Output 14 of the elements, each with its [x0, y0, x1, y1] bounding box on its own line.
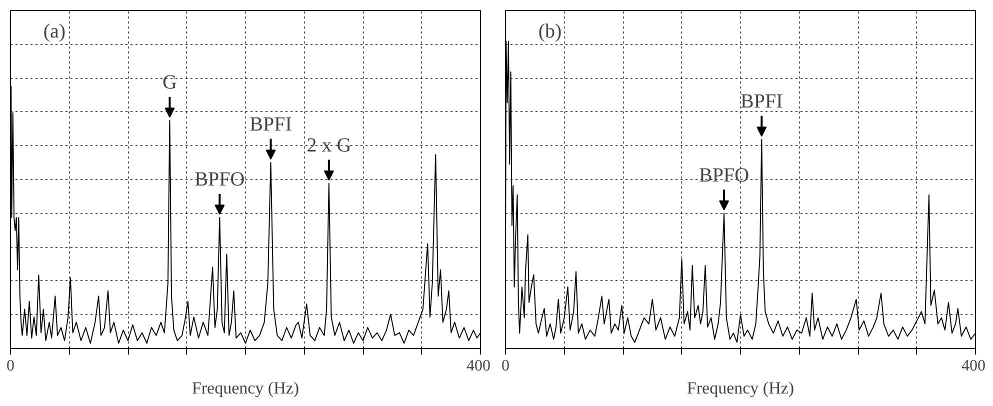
annotation: BPFO: [194, 168, 245, 190]
annotation: BPFI: [250, 113, 292, 136]
x-tick-label: 0: [502, 358, 510, 374]
annotation: 2 x G: [306, 134, 352, 156]
annotation: (b): [538, 20, 562, 43]
text: (a): [43, 20, 66, 43]
x-tick-label: 400: [466, 358, 490, 374]
x-axis-title: Frequency (Hz): [686, 378, 794, 398]
x-tick-label: 0: [6, 358, 14, 374]
annotation: G: [162, 72, 177, 94]
x-tick-label: 400: [962, 358, 986, 374]
annotation: BPFO: [699, 164, 750, 186]
x-axis-title: Frequency (Hz): [192, 378, 300, 398]
annotation: BPFI: [740, 90, 783, 113]
